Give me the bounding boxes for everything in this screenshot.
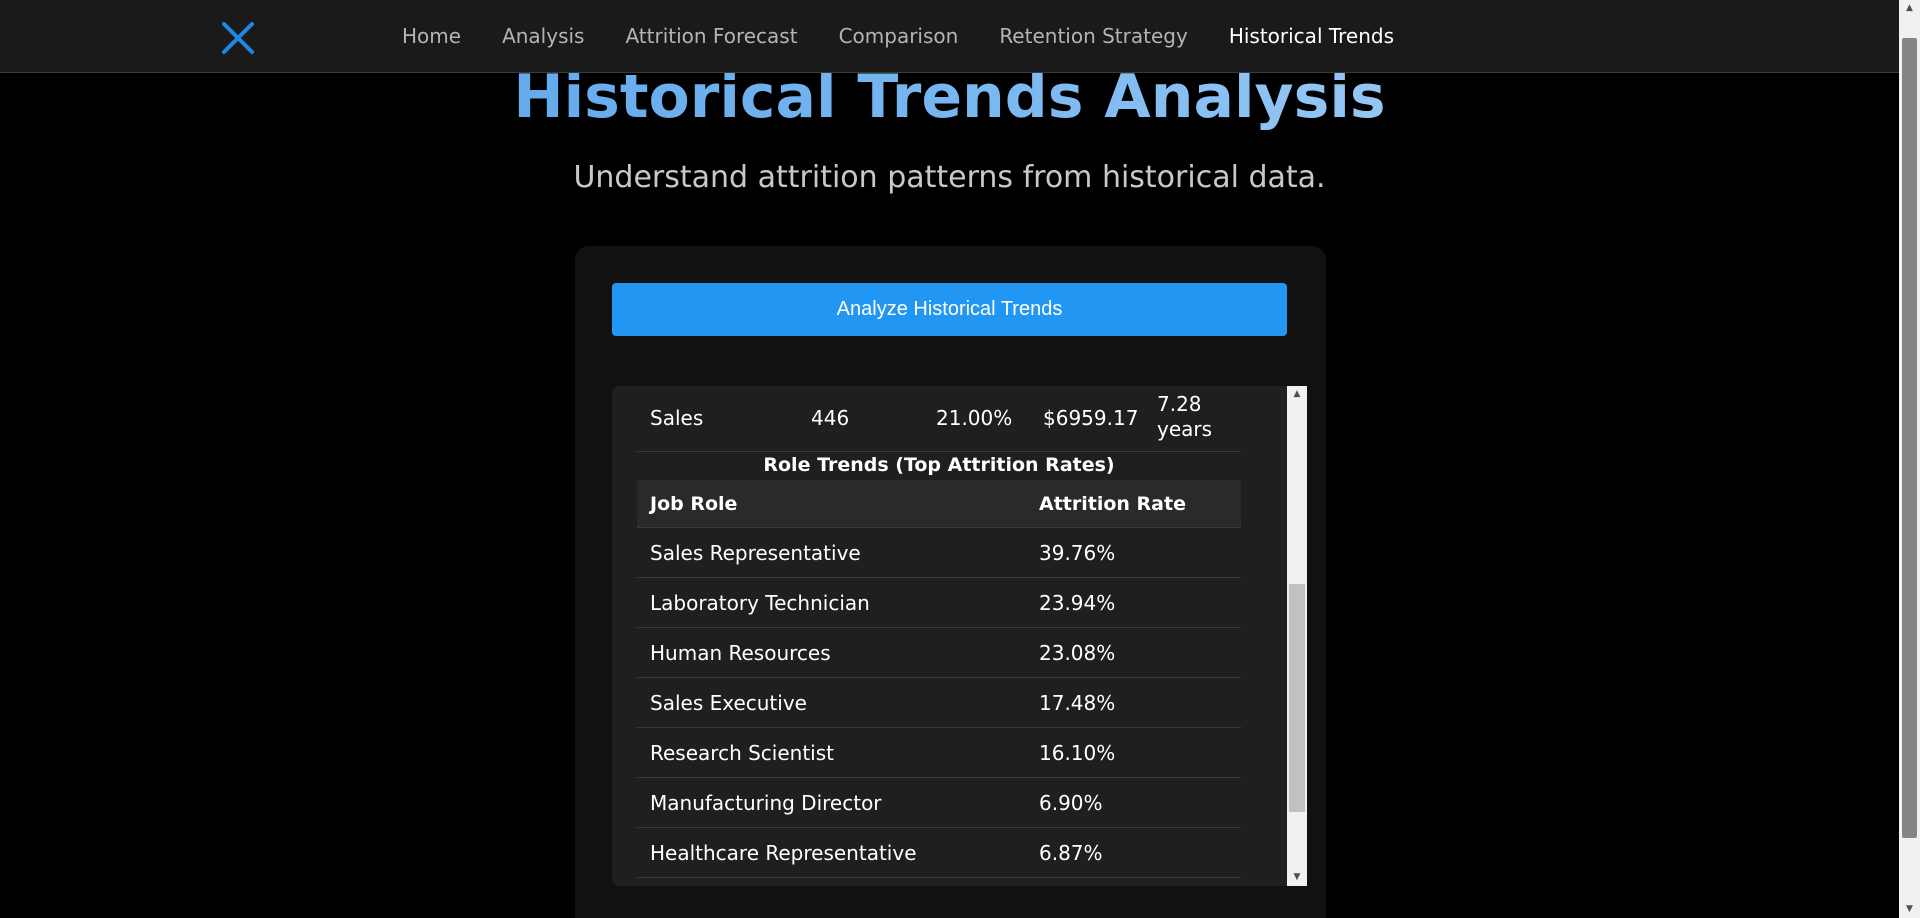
role-name: Manufacturing Director	[650, 791, 882, 815]
table-row: Manufacturing Director 6.90%	[637, 778, 1241, 828]
table-row: Sales Executive 17.48%	[637, 678, 1241, 728]
role-table-header: Job Role Attrition Rate	[637, 480, 1241, 528]
page-title: Historical Trends Analysis	[0, 62, 1899, 132]
page-subtitle: Understand attrition patterns from histo…	[573, 160, 1326, 195]
role-rate: 6.90%	[1039, 791, 1103, 815]
department-employees: 446	[811, 406, 850, 430]
x-logo-icon[interactable]	[220, 20, 256, 56]
department-avg-income: $6959.17	[1043, 406, 1139, 430]
page-scrollbar[interactable]: ▲ ▼	[1899, 0, 1920, 918]
nav-link-home[interactable]: Home	[402, 24, 462, 48]
analyze-historical-trends-button[interactable]: Analyze Historical Trends	[612, 283, 1287, 336]
table-row: Sales Representative 39.76%	[637, 528, 1241, 578]
role-name: Laboratory Technician	[650, 591, 870, 615]
department-avg-tenure: 7.28 years	[1157, 392, 1213, 441]
nav-link-analysis[interactable]: Analysis	[502, 24, 585, 48]
role-name: Healthcare Representative	[650, 841, 917, 865]
scroll-down-arrow-icon[interactable]: ▼	[1293, 872, 1301, 882]
department-attrition-rate: 21.00%	[936, 406, 1013, 430]
table-row: Human Resources 23.08%	[637, 628, 1241, 678]
role-name: Human Resources	[650, 641, 831, 665]
nav-link-retention-strategy[interactable]: Retention Strategy	[999, 24, 1188, 48]
page-scroll-down-arrow-icon[interactable]: ▼	[1906, 904, 1913, 914]
table-row: Research Scientist 16.10%	[637, 728, 1241, 778]
trends-card: Analyze Historical Trends Sales 446 21.0…	[575, 246, 1326, 918]
page-scroll-up-arrow-icon[interactable]: ▲	[1906, 3, 1913, 13]
table-row: Laboratory Technician 23.94%	[637, 578, 1241, 628]
top-navbar: Home Analysis Attrition Forecast Compari…	[0, 0, 1899, 73]
nav-link-attrition-forecast[interactable]: Attrition Forecast	[625, 24, 798, 48]
role-rate: 39.76%	[1039, 541, 1116, 565]
nav-links: Home Analysis Attrition Forecast Compari…	[402, 24, 1435, 48]
header-attrition-rate: Attrition Rate	[1039, 493, 1186, 515]
results-scrollbar[interactable]: ▲ ▼	[1287, 386, 1307, 886]
role-rate: 16.10%	[1039, 741, 1116, 765]
page-scrollbar-thumb[interactable]	[1902, 38, 1917, 838]
role-rate: 23.94%	[1039, 591, 1116, 615]
role-trends-title: Role Trends (Top Attrition Rates)	[763, 454, 1115, 476]
department-row: Sales 446 21.00% $6959.17 7.28 years	[637, 386, 1241, 452]
results-content: Sales 446 21.00% $6959.17 7.28 years Rol…	[637, 386, 1241, 878]
scrollbar-thumb[interactable]	[1289, 584, 1305, 812]
nav-link-historical-trends[interactable]: Historical Trends	[1228, 24, 1395, 48]
role-name: Sales Executive	[650, 691, 807, 715]
header-job-role: Job Role	[650, 493, 738, 515]
results-panel[interactable]: Sales 446 21.00% $6959.17 7.28 years Rol…	[612, 386, 1287, 886]
role-rate: 23.08%	[1039, 641, 1116, 665]
role-rate: 6.87%	[1039, 841, 1103, 865]
role-rate: 17.48%	[1039, 691, 1116, 715]
department-name: Sales	[650, 406, 704, 430]
role-name: Sales Representative	[650, 541, 861, 565]
nav-link-comparison[interactable]: Comparison	[838, 24, 959, 48]
role-name: Research Scientist	[650, 741, 834, 765]
scroll-up-arrow-icon[interactable]: ▲	[1293, 389, 1301, 399]
table-row: Healthcare Representative 6.87%	[637, 828, 1241, 878]
